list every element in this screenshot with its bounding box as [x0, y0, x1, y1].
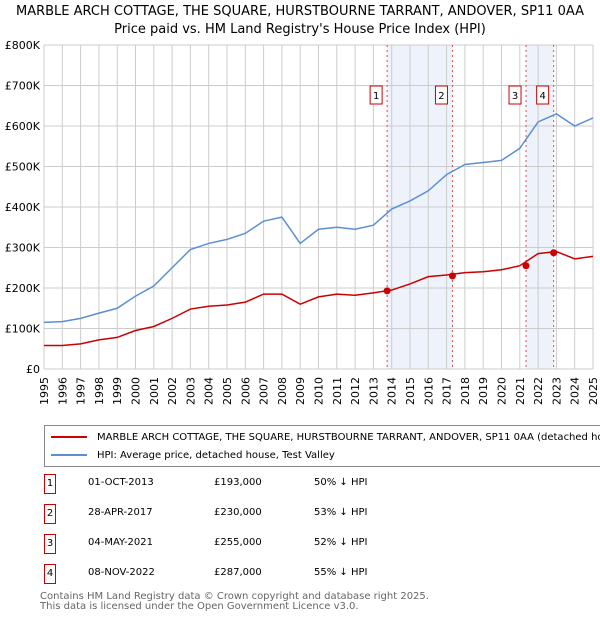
x-tick-label: 2018: [459, 377, 472, 405]
legend: MARBLE ARCH COTTAGE, THE SQUARE, HURSTBO…: [44, 425, 600, 467]
sale-date: 04-MAY-2021: [88, 537, 154, 548]
x-tick-label: 2000: [130, 377, 143, 405]
sale-point: [383, 287, 391, 295]
x-tick-label: 2011: [331, 377, 344, 405]
x-tick-label: 2005: [221, 377, 234, 405]
sale-price: £230,000: [214, 507, 262, 518]
sale-price: £255,000: [214, 537, 262, 548]
sale-row: 2 28-APR-2017 £230,000 53% ↓ HPI: [44, 504, 544, 524]
x-tick-label: 2019: [477, 377, 490, 405]
x-tick-label: 2004: [203, 377, 216, 405]
sale-hpi-diff: 55% ↓ HPI: [314, 567, 368, 578]
sale-badge-label: 4: [539, 91, 545, 102]
sale-date: 28-APR-2017: [88, 507, 153, 518]
x-tick-label: 2022: [532, 377, 545, 405]
chart-subtitle: Price paid vs. HM Land Registry's House …: [114, 22, 486, 37]
sale-badge: [536, 85, 550, 105]
sale-point: [550, 249, 558, 257]
x-tick-label: 2021: [514, 377, 527, 405]
x-tick-label: 2012: [349, 377, 362, 405]
x-tick-label: 2007: [258, 377, 271, 405]
y-tick-label: £200K: [5, 282, 41, 295]
x-tick-label: 2003: [184, 377, 197, 405]
sale-row: 4 08-NOV-2022 £287,000 55% ↓ HPI: [44, 564, 544, 584]
sale-price: £193,000: [214, 477, 262, 488]
sale-date: 01-OCT-2013: [88, 477, 154, 488]
legend-item-property: MARBLE ARCH COTTAGE, THE SQUARE, HURSTBO…: [45, 429, 600, 445]
price-chart: 1995 1996 1997 1998 1999 2000 2001 2002 2003 2004…: [5, 39, 600, 405]
x-tick-label: 2025: [587, 377, 600, 405]
sale-badge-label: 1: [373, 91, 379, 102]
sale-badge: [369, 85, 383, 105]
sale-hpi-diff: 53% ↓ HPI: [314, 507, 368, 518]
x-tick-label: 2020: [496, 377, 509, 405]
x-tick-label: 2010: [313, 377, 326, 405]
sale-badge: 1: [44, 474, 56, 494]
x-tick-label: 2008: [276, 377, 289, 405]
sale-price: £287,000: [214, 567, 262, 578]
x-tick-label: 1997: [75, 377, 88, 405]
x-tick-label: 2009: [294, 377, 307, 405]
sale-badge: 3: [44, 534, 56, 554]
y-tick-label: £0: [26, 363, 40, 376]
x-tick-label: 1995: [38, 377, 51, 405]
x-tick-label: 2006: [239, 377, 252, 405]
x-tick-label: 2016: [422, 377, 435, 405]
x-tick-label: 2015: [404, 377, 417, 405]
sale-badge: [434, 85, 448, 105]
y-tick-label: £300K: [5, 242, 41, 255]
x-tick-label: 2017: [441, 377, 454, 405]
sale-badge: [508, 85, 522, 105]
y-tick-label: £100K: [5, 323, 41, 336]
y-tick-label: £800K: [5, 39, 41, 52]
footer-line: This data is licensed under the Open Gov…: [40, 601, 359, 612]
sale-point: [522, 262, 530, 270]
sale-row: 3 04-MAY-2021 £255,000 52% ↓ HPI: [44, 534, 544, 554]
sale-hpi-diff: 50% ↓ HPI: [314, 477, 368, 488]
sale-badge-label: 3: [512, 91, 518, 102]
y-tick-label: £600K: [5, 120, 41, 133]
x-tick-label: 2002: [166, 377, 179, 405]
sale-date: 08-NOV-2022: [88, 567, 155, 578]
sale-badge: 2: [44, 504, 56, 524]
sale-hpi-diff: 52% ↓ HPI: [314, 537, 368, 548]
red-line-swatch: [51, 436, 87, 438]
x-tick-label: 2001: [148, 377, 161, 405]
legend-item-hpi: HPI: Average price, detached house, Test…: [45, 447, 335, 463]
footer: Contains HM Land Registry data © Crown c…: [40, 592, 429, 612]
sale-badge-label: 2: [438, 91, 444, 102]
x-tick-label: 2014: [386, 377, 399, 405]
y-tick-label: £700K: [5, 80, 41, 93]
y-tick-label: £500K: [5, 161, 41, 174]
x-tick-label: 1996: [56, 377, 69, 405]
x-tick-label: 1998: [93, 377, 106, 405]
sale-row: 1 01-OCT-2013 £193,000 50% ↓ HPI: [44, 474, 544, 494]
x-tick-label: 2023: [550, 377, 563, 405]
legend-label: HPI: Average price, detached house, Test…: [97, 449, 335, 461]
series-line: [44, 250, 594, 347]
footer-line: Contains HM Land Registry data © Crown c…: [40, 591, 429, 602]
sale-point: [448, 272, 456, 280]
chart-title: MARBLE ARCH COTTAGE, THE SQUARE, HURSTBO…: [15, 4, 584, 19]
blue-line-swatch: [51, 454, 87, 456]
x-tick-label: 2024: [569, 377, 582, 405]
x-tick-label: 1999: [111, 377, 124, 405]
sale-badge: 4: [44, 564, 56, 584]
legend-label: MARBLE ARCH COTTAGE, THE SQUARE, HURSTBO…: [97, 431, 600, 443]
series-line: [43, 112, 594, 324]
y-tick-label: £400K: [5, 201, 41, 214]
x-tick-label: 2013: [367, 377, 380, 405]
